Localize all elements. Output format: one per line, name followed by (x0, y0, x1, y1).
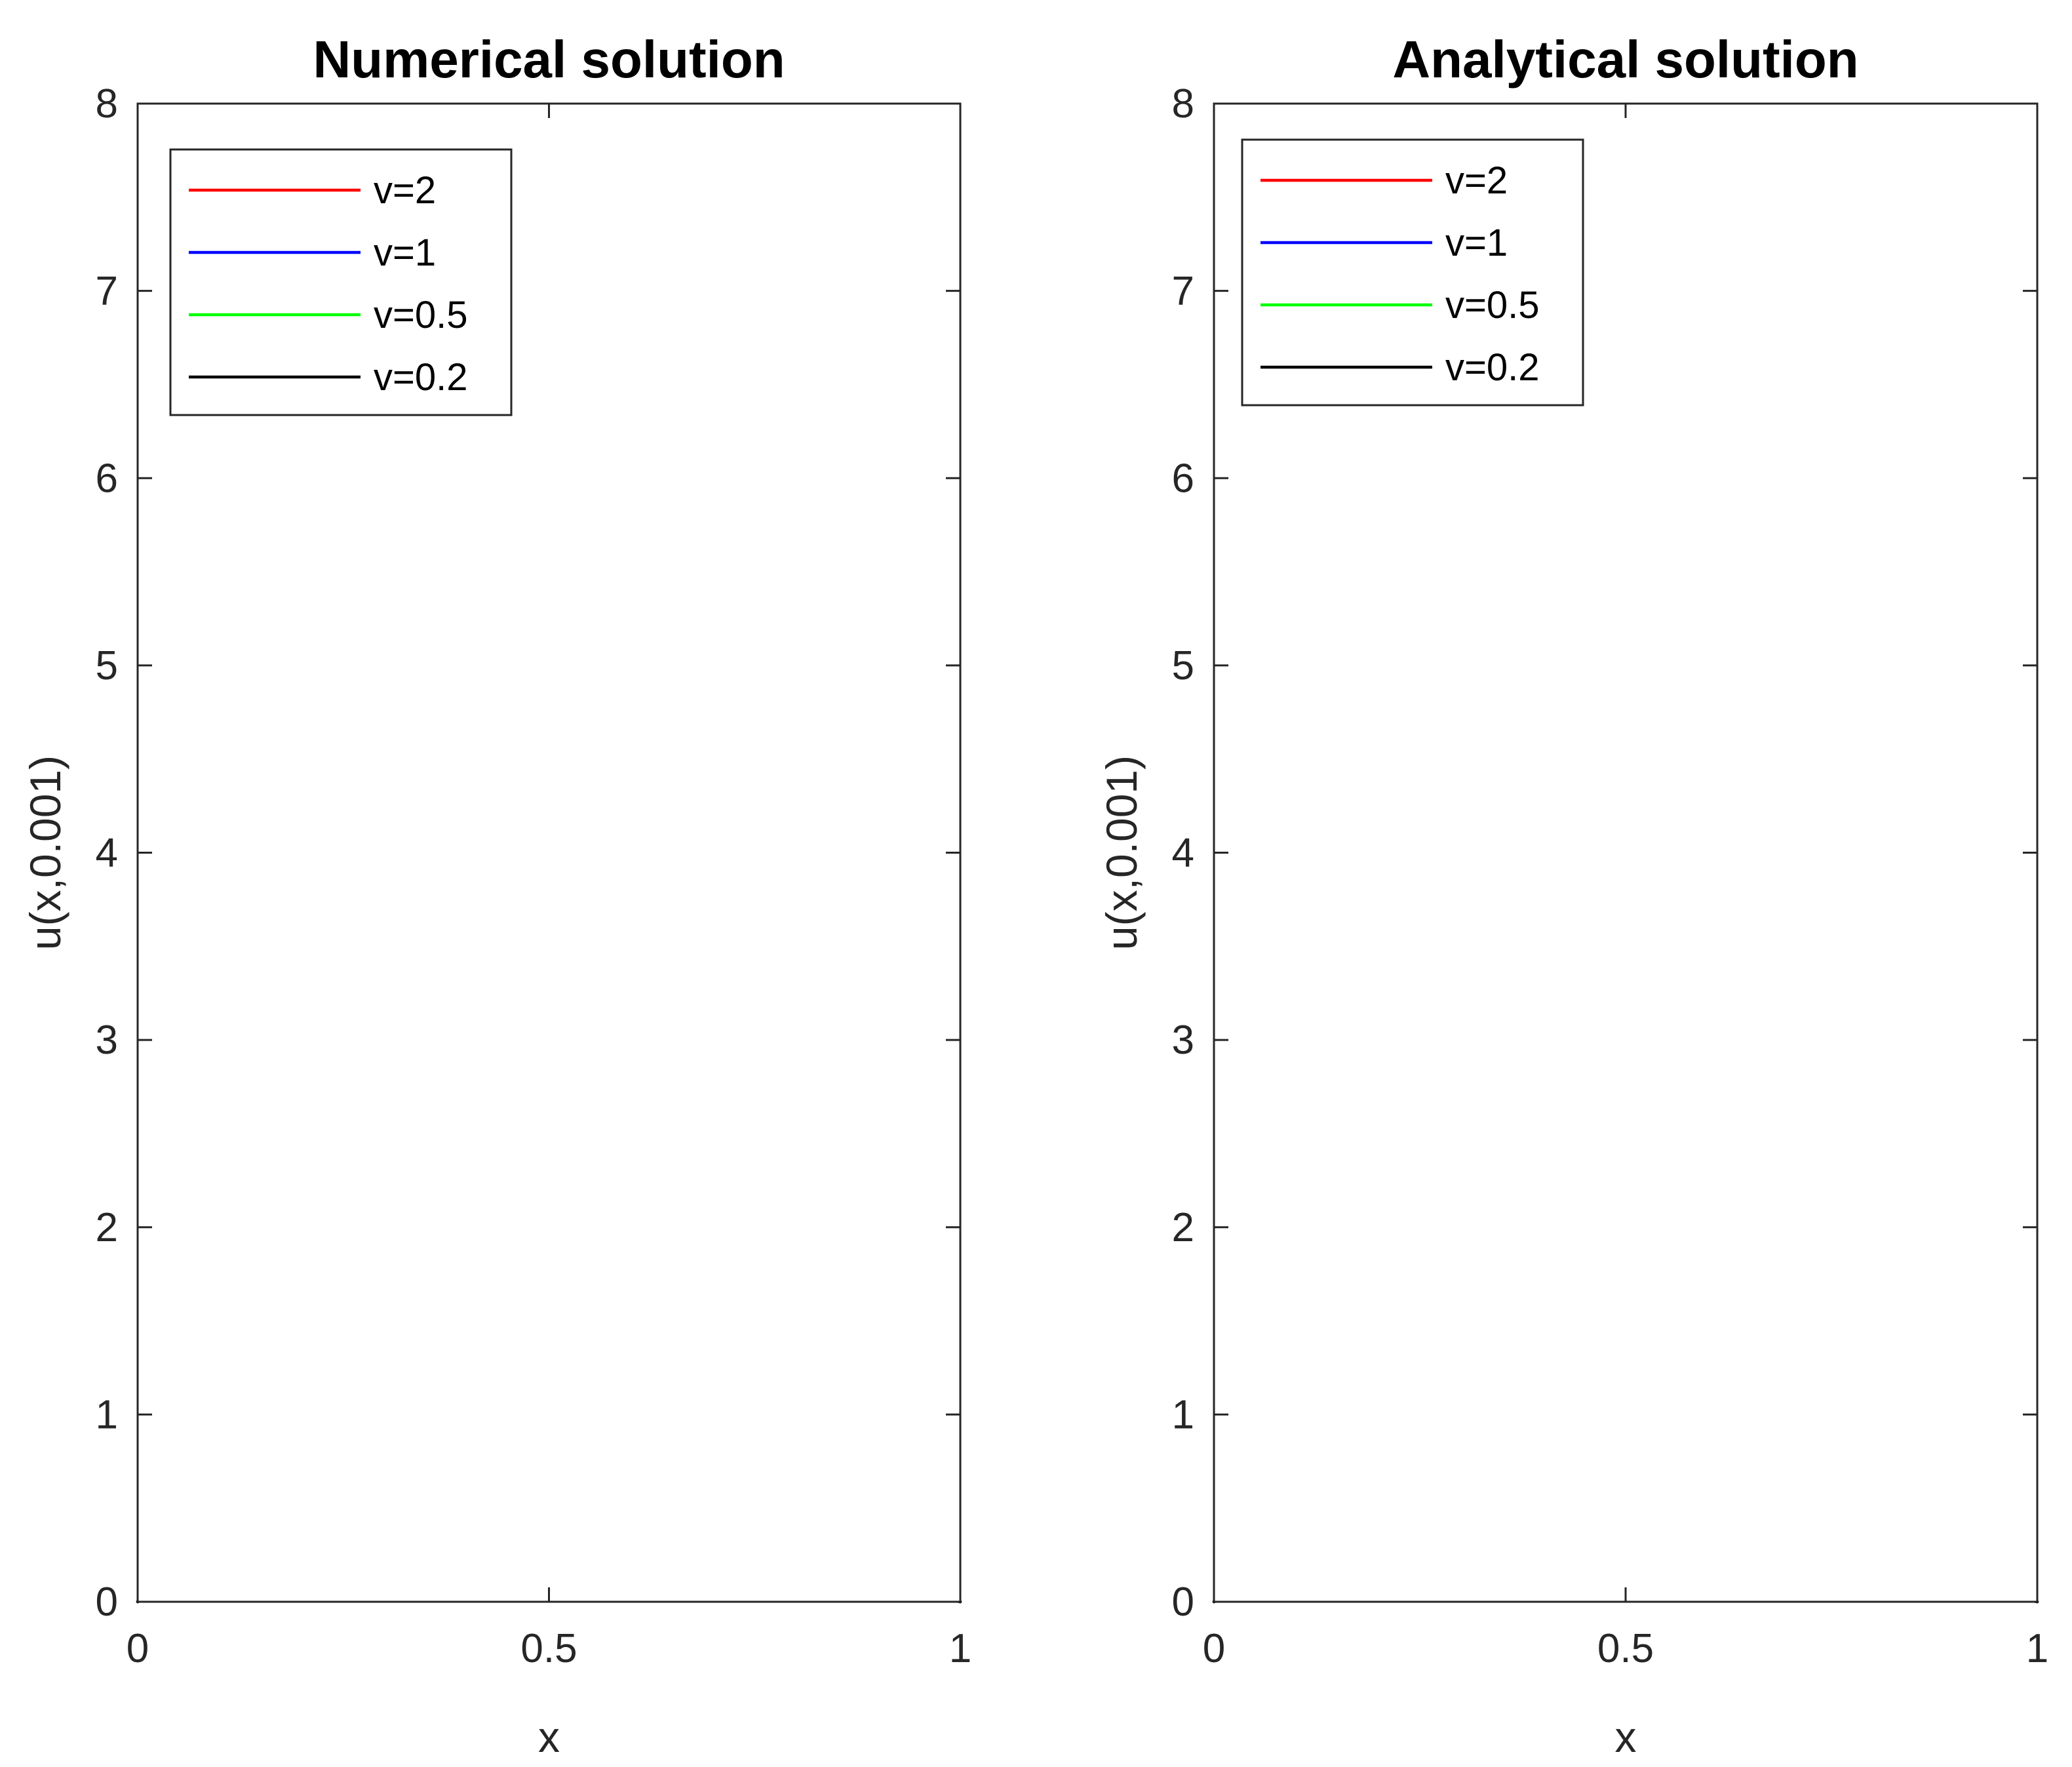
chart-title: Analytical solution (1392, 30, 1858, 89)
legend-box (1241, 138, 1584, 407)
x-tick-label: 0.5 (1597, 1626, 1654, 1671)
chart-title: Numerical solution (313, 30, 785, 89)
chart-panel-2: 0 1 2 3 4 5 6 7 8 0 0.5 1 Analytical solution x u(x,0.… (1097, 30, 2048, 1761)
x-tick-label: 1 (949, 1626, 971, 1671)
x-tick-label: 0.5 (520, 1626, 577, 1671)
y-tick-label: 3 (1172, 1018, 1194, 1063)
y-tick-label: 3 (96, 1018, 118, 1063)
x-tick-label: 1 (2026, 1626, 2048, 1671)
y-tick-label: 2 (1172, 1205, 1194, 1250)
x-axis-label: x (538, 1713, 560, 1761)
y-tick-label: 5 (1172, 643, 1194, 688)
y-tick-label: 6 (1172, 456, 1194, 501)
y-tick-label: 4 (96, 831, 118, 876)
y-tick-label: 1 (1172, 1392, 1194, 1437)
legend-label: v=0.2 (374, 356, 468, 399)
chart-panel-1: 0 1 2 3 4 5 6 7 8 0 0.5 1 Numerical solution x u(x,0.0… (21, 30, 971, 1761)
y-tick-label: 7 (96, 269, 118, 314)
y-tick-label: 0 (96, 1579, 118, 1625)
legend-label: v=2 (374, 169, 436, 212)
legend-label: v=2 (1445, 159, 1508, 202)
x-axis-label: x (1615, 1713, 1637, 1761)
legend-label: v=0.2 (1445, 346, 1540, 389)
y-tick-label: 1 (96, 1392, 118, 1437)
x-tick-label: 0 (127, 1626, 149, 1671)
y-tick-label: 2 (96, 1205, 118, 1250)
y-tick-label: 5 (96, 643, 118, 688)
y-tick-label: 8 (96, 81, 118, 127)
legend-label: v=1 (374, 231, 436, 274)
y-tick-label: 4 (1172, 831, 1194, 876)
y-tick-label: 8 (1172, 81, 1194, 127)
y-axis-label: u(x,0.001) (21, 755, 69, 950)
y-tick-label: 7 (1172, 269, 1194, 314)
y-tick-label: 0 (1172, 1579, 1194, 1625)
legend-label: v=1 (1445, 222, 1508, 264)
y-tick-label: 6 (96, 456, 118, 501)
legend-label: v=0.5 (374, 294, 468, 336)
y-axis-label: u(x,0.001) (1097, 755, 1146, 950)
legend: v=2 v=1 v=0.5 v=0.2 (169, 148, 513, 416)
legend-box (169, 148, 513, 416)
legend-label: v=0.5 (1445, 284, 1540, 327)
legend: v=2 v=1 v=0.5 v=0.2 (1241, 138, 1584, 407)
x-tick-label: 0 (1203, 1626, 1225, 1671)
